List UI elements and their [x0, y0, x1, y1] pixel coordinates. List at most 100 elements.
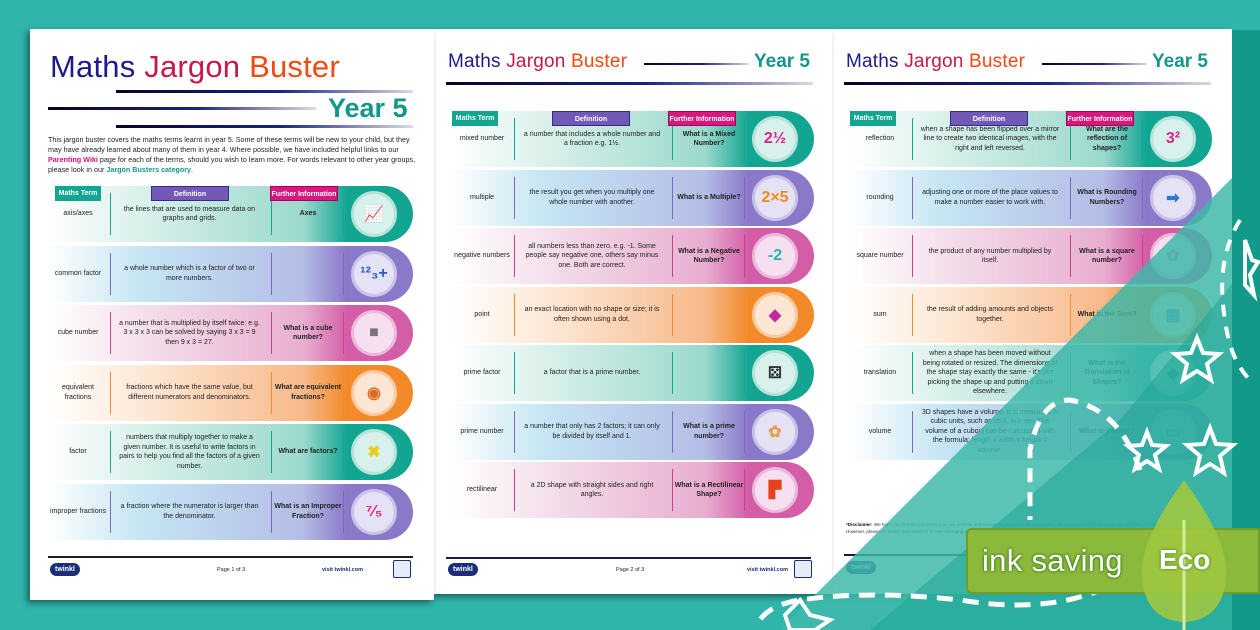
number-plate-icon: ✿: [752, 408, 798, 455]
definition-cell: a fraction where the numerator is larger…: [120, 503, 259, 520]
column-divider: [1070, 118, 1071, 160]
cube-icon: ■: [351, 310, 397, 356]
column-divider: [514, 118, 515, 160]
further-info-link[interactable]: What are equivalent fractions?: [274, 384, 342, 401]
term-cell: rectilinear: [466, 486, 498, 494]
column-divider: [1070, 235, 1071, 277]
further-info-link[interactable]: What are the reflection of shapes?: [1085, 125, 1128, 152]
footer-rule: [446, 557, 811, 559]
column-divider: [110, 490, 111, 533]
page-2: Maths Jargon Buster Year 5 Maths Term De…: [434, 29, 832, 594]
visit-link[interactable]: visit twinkl.com: [747, 567, 788, 573]
further-info-link[interactable]: What is a cube number?: [283, 324, 333, 342]
column-divider: [744, 410, 745, 453]
column-divider: [672, 469, 673, 511]
column-divider: [110, 193, 111, 235]
year-label: Year 5: [1152, 51, 1208, 72]
page-number: Page 2 of 3: [616, 567, 645, 573]
further-info-link[interactable]: What is a Multiple?: [677, 193, 741, 201]
column-divider: [912, 293, 913, 336]
header-definition: Definition: [950, 111, 1028, 126]
term-cell: equivalent fractions: [62, 384, 94, 401]
term-cell: rounding: [866, 193, 894, 201]
grid-sum-icon: ▦: [1150, 291, 1196, 338]
column-divider: [110, 252, 111, 295]
column-divider: [514, 410, 515, 453]
header-further-information: Further Information: [668, 111, 736, 126]
visit-link[interactable]: visit twinkl.com: [322, 567, 363, 573]
further-info-link[interactable]: What is Rounding Numbers?: [1077, 189, 1137, 206]
definition-cell: adjusting one or more of the place value…: [922, 189, 1058, 206]
line-graph-icon: 📈: [351, 191, 397, 237]
further-info-link[interactable]: [674, 345, 744, 401]
column-divider: [343, 371, 344, 414]
definition-cell: a whole number which is a factor of two …: [124, 265, 255, 282]
column-divider: [1142, 352, 1143, 394]
jargon-busters-link[interactable]: Jargon Busters category: [106, 165, 192, 174]
column-divider: [744, 469, 745, 511]
table-row: equivalent fractions fractions which have…: [48, 364, 413, 421]
twinkl-logo: twinkl: [846, 561, 876, 574]
term-cell: translation: [863, 369, 897, 377]
year-label: Year 5: [754, 51, 810, 72]
further-info-link[interactable]: What is an Improper Fraction?: [274, 503, 342, 520]
column-divider: [1142, 176, 1143, 219]
further-info-link[interactable]: [674, 287, 744, 343]
header-definition: Definition: [552, 111, 630, 126]
term-cell: common factor: [54, 269, 102, 277]
term-cell: cube number: [57, 329, 99, 337]
footer-rule: [48, 556, 413, 558]
table-row: mixed number a number that includes a who…: [452, 111, 814, 167]
column-divider: [912, 235, 913, 277]
column-divider: [271, 312, 272, 354]
definition-cell: fractions which have the same value, but…: [126, 384, 253, 401]
column-divider: [1070, 293, 1071, 336]
term-cell: factor: [69, 448, 87, 456]
column-divider: [1142, 118, 1143, 160]
term-cell: prime number: [460, 427, 504, 435]
definition-cell: a number that is multiplied by itself tw…: [119, 319, 260, 346]
title-rule: [116, 90, 413, 93]
further-info-link[interactable]: What is the Translation of Shapes?: [1084, 359, 1130, 386]
fraction-wheel-icon: ◉: [351, 369, 397, 416]
column-divider: [271, 431, 272, 473]
column-divider: [271, 252, 272, 295]
term-cell: mixed number: [459, 135, 505, 143]
definition-cell: when a shape has been flipped over a mir…: [920, 125, 1060, 152]
parenting-wiki-link[interactable]: Parenting Wiki: [48, 155, 98, 164]
further-info-link[interactable]: What is the Sum?: [1077, 310, 1137, 318]
title-rule: [48, 107, 316, 110]
column-divider: [343, 193, 344, 235]
column-divider: [744, 176, 745, 219]
fraction-7-5-icon: ⁷⁄₅: [351, 488, 397, 535]
further-info-link[interactable]: Axes: [299, 210, 317, 218]
further-info-link[interactable]: What are factors?: [278, 448, 338, 456]
column-divider: [271, 193, 272, 235]
column-divider: [514, 352, 515, 394]
column-divider: [912, 410, 913, 453]
further-info-link[interactable]: What is a prime number?: [683, 423, 735, 440]
further-info-link[interactable]: [273, 246, 343, 302]
column-divider: [343, 431, 344, 473]
definition-cell: when a shape has been moved without bein…: [922, 350, 1058, 396]
column-divider: [514, 469, 515, 511]
column-divider: [1070, 176, 1071, 219]
column-divider: [912, 176, 913, 219]
further-info-link[interactable]: What is Volume?: [1079, 427, 1135, 435]
term-cell: point: [474, 310, 490, 318]
table-row: axis/axes the lines that are used to meas…: [48, 186, 413, 242]
further-info-link[interactable]: What is a Negative Number?: [678, 247, 740, 265]
header-maths-term: Maths Term: [55, 186, 101, 201]
year-label: Year 5: [328, 93, 408, 123]
further-info-link[interactable]: What is a square number?: [1079, 247, 1135, 265]
column-divider: [672, 176, 673, 219]
mixed-number-icon: 2½: [752, 116, 798, 162]
table-row: multiple the result you get when you mult…: [452, 169, 814, 226]
column-divider: [514, 176, 515, 219]
page-title: Maths Jargon Buster: [50, 49, 340, 84]
table-row: cube number a number that is multiplied b…: [48, 305, 413, 361]
further-info-link[interactable]: What is a Rectilinear Shape?: [674, 481, 744, 499]
term-cell: prime factor: [463, 369, 501, 377]
column-divider: [110, 371, 111, 414]
further-info-link[interactable]: What is a Mixed Number?: [682, 130, 736, 148]
